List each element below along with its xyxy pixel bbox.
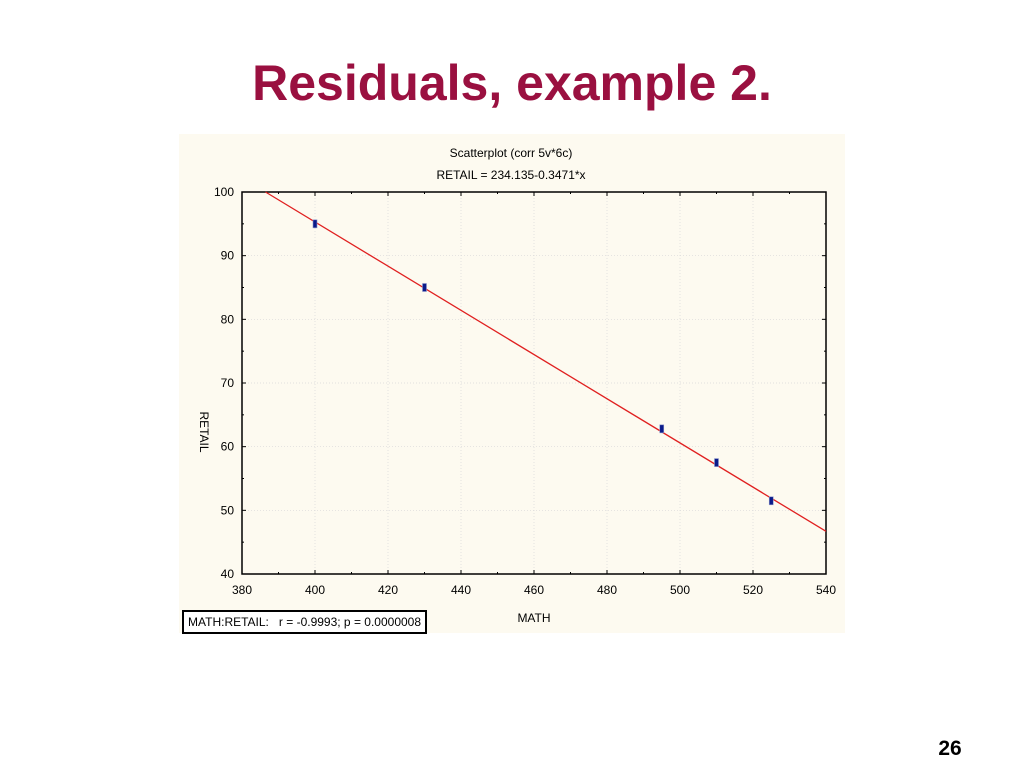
chart-panel: Scatterplot (corr 5v*6c) RETAIL = 234.13…: [179, 134, 845, 634]
chart-subtitle: RETAIL = 234.135-0.3471*x: [436, 168, 585, 182]
y-tick-label: 80: [221, 312, 235, 326]
y-tick-label: 60: [221, 440, 235, 454]
data-point: [422, 283, 427, 292]
x-tick-label: 440: [451, 583, 471, 597]
x-axis-label: MATH: [517, 611, 550, 625]
regression-line-group: [265, 191, 827, 532]
data-point: [714, 458, 719, 467]
data-point: [659, 424, 665, 434]
data-point: [768, 496, 774, 506]
data-points: [312, 219, 774, 506]
y-tick-label: 90: [221, 249, 235, 263]
y-tick-label: 40: [221, 567, 235, 581]
x-tick-label: 520: [743, 583, 763, 597]
x-tick-label: 460: [524, 583, 544, 597]
y-axis-label: RETAIL: [197, 411, 211, 452]
x-tick-label: 500: [670, 583, 690, 597]
scatterplot-chart: Scatterplot (corr 5v*6c) RETAIL = 234.13…: [197, 146, 836, 625]
grid-lines: [241, 191, 827, 575]
page-number: 26: [938, 737, 962, 760]
chart-title: Scatterplot (corr 5v*6c): [450, 146, 573, 160]
correlation-stats-box: MATH:RETAIL: r = -0.9993; p = 0.0000008: [182, 610, 428, 634]
plot-area-frame: [241, 191, 827, 575]
slide-title: Residuals, example 2.: [252, 55, 772, 111]
x-tick-label: 400: [305, 583, 325, 597]
x-tick-label: 380: [232, 583, 252, 597]
y-tick-label: 70: [221, 376, 235, 390]
y-tick-label: 100: [214, 185, 234, 199]
regression-line: [265, 191, 827, 532]
x-tick-label: 480: [597, 583, 617, 597]
x-tick-label: 420: [378, 583, 398, 597]
x-tick-label: 540: [816, 583, 836, 597]
tick-labels: 380 400 420 440 460 480 500 520 540 40 50 60 70 80 90 1…: [214, 185, 836, 597]
data-point: [312, 219, 318, 229]
y-tick-label: 50: [221, 503, 235, 517]
